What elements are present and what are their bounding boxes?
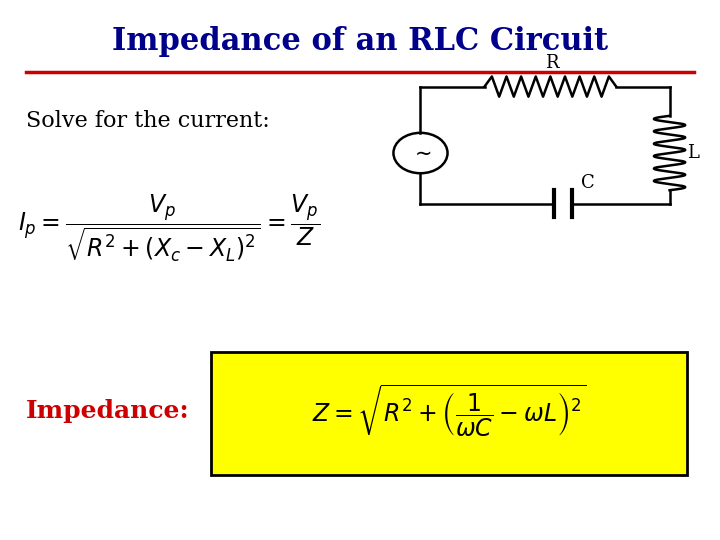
Text: $\sim$: $\sim$ — [410, 143, 431, 163]
Text: C: C — [580, 174, 595, 192]
Text: L: L — [688, 144, 699, 162]
Text: R: R — [546, 53, 559, 72]
Text: Impedance:: Impedance: — [25, 399, 189, 423]
Text: $I_p = \dfrac{V_p}{\sqrt{R^2 + (X_c - X_L)^2}} = \dfrac{V_p}{Z}$: $I_p = \dfrac{V_p}{\sqrt{R^2 + (X_c - X_… — [19, 192, 320, 263]
Text: Solve for the current:: Solve for the current: — [25, 110, 269, 132]
FancyBboxPatch shape — [210, 353, 688, 475]
Text: $Z = \sqrt{R^2 + \left(\dfrac{1}{\omega C} - \omega L\right)^2}$: $Z = \sqrt{R^2 + \left(\dfrac{1}{\omega … — [312, 383, 586, 439]
Text: Impedance of an RLC Circuit: Impedance of an RLC Circuit — [112, 26, 608, 57]
